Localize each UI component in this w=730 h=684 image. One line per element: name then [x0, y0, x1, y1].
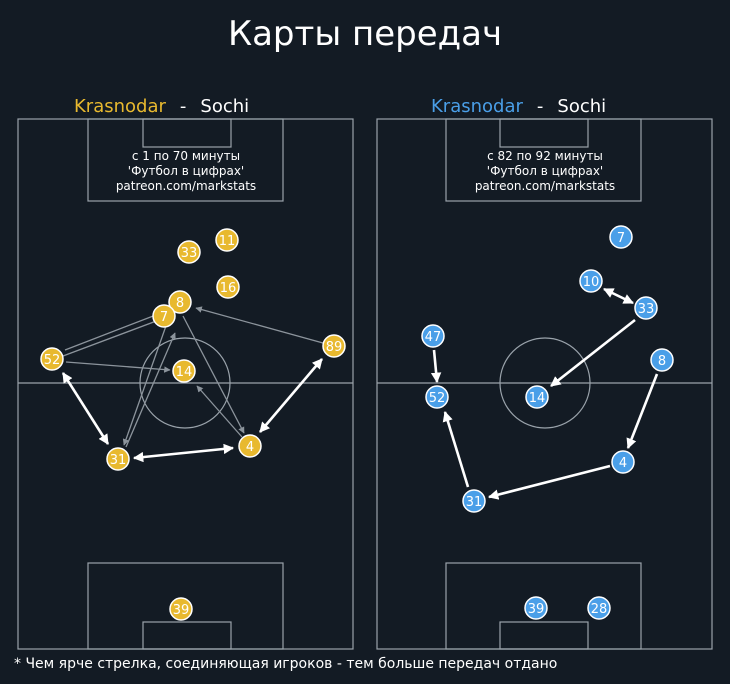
goal-box-bottom	[142, 621, 232, 650]
info-line: с 82 по 92 минуты	[487, 149, 603, 163]
player-number: 39	[173, 603, 190, 618]
info-line: patreon.com/markstats	[116, 179, 256, 193]
player-number: 28	[591, 602, 608, 617]
pass-arrow	[430, 349, 442, 384]
page-title: Карты передач	[227, 14, 503, 54]
info-right: с 82 по 92 минуты 'Футбол в цифрах' patr…	[475, 149, 615, 193]
player-node: 10	[579, 269, 603, 293]
pass-arrow	[182, 315, 245, 434]
player-node: 8	[650, 348, 674, 372]
player-number: 4	[619, 456, 627, 471]
player-node: 28	[587, 596, 611, 620]
player-node: 39	[169, 597, 193, 621]
player-number: 31	[466, 495, 483, 510]
player-number: 52	[429, 391, 446, 406]
player-node: 7	[152, 304, 176, 328]
team-separator: -	[536, 96, 544, 117]
match-header-right: Krasnodar - Sochi	[431, 96, 606, 117]
player-node: 4	[611, 450, 635, 474]
center-circle	[499, 337, 591, 429]
strong-passes-left	[61, 358, 323, 463]
player-node: 31	[106, 447, 130, 471]
goal-box-bottom	[499, 621, 589, 650]
center-circle	[139, 337, 231, 429]
info-line: 'Футбол в цифрах'	[128, 164, 244, 178]
player-number: 10	[583, 275, 600, 290]
player-number: 4	[246, 440, 254, 455]
goal-box-top	[142, 118, 232, 148]
info-line: patreon.com/markstats	[475, 179, 615, 193]
player-node: 4	[238, 434, 262, 458]
player-number: 89	[326, 340, 343, 355]
pass-arrow	[132, 443, 235, 463]
player-number: 7	[617, 231, 625, 246]
info-line: 'Футбол в цифрах'	[487, 164, 603, 178]
pass-arrow	[195, 306, 324, 344]
pitch-outline	[17, 118, 354, 650]
pass-arrow	[626, 373, 659, 449]
player-number: 47	[425, 330, 442, 345]
pass-arrow	[259, 358, 323, 433]
info-line: с 1 по 70 минуты	[132, 149, 240, 163]
pitch-right	[376, 118, 713, 650]
player-number: 8	[658, 354, 666, 369]
pass-arrow	[65, 361, 171, 373]
home-team-name: Krasnodar	[74, 96, 166, 117]
players-right: 7 10 33 47 8 52 14 4 31 39 28	[421, 225, 674, 620]
player-number: 11	[219, 234, 236, 249]
pass-arrow	[442, 411, 470, 488]
player-node: 39	[524, 596, 548, 620]
player-number: 39	[528, 602, 545, 617]
player-node: 14	[172, 359, 196, 383]
player-node: 47	[421, 324, 445, 348]
player-node: 8	[168, 290, 192, 314]
player-node: 31	[462, 489, 486, 513]
pitch-left	[17, 118, 354, 650]
goal-box-top	[499, 118, 589, 148]
player-number: 33	[638, 302, 655, 317]
player-number: 14	[529, 391, 546, 406]
pass-arrow	[122, 305, 174, 446]
player-node: 16	[216, 275, 240, 299]
player-number: 7	[160, 310, 168, 325]
pass-arrow	[550, 318, 636, 388]
strong-passes-right	[430, 287, 659, 500]
player-node: 52	[40, 347, 64, 371]
away-team-name: Sochi	[200, 96, 250, 117]
info-left: с 1 по 70 минуты 'Футбол в цифрах' patre…	[116, 149, 256, 193]
player-node: 33	[634, 296, 658, 320]
home-team-name: Krasnodar	[431, 96, 523, 117]
player-number: 33	[181, 246, 198, 261]
pass-arrow	[603, 287, 634, 305]
player-node: 7	[609, 225, 633, 249]
pass-arrow	[487, 464, 611, 500]
player-number: 8	[176, 296, 184, 311]
player-node: 14	[525, 385, 549, 409]
pitch-outline	[376, 118, 713, 650]
player-number: 16	[220, 281, 237, 296]
player-number: 31	[110, 453, 127, 468]
player-node: 33	[177, 240, 201, 264]
player-number: 14	[176, 365, 193, 380]
match-header-left: Krasnodar - Sochi	[74, 96, 249, 117]
pass-arrow	[196, 385, 243, 438]
pass-arrow	[125, 332, 176, 448]
pass-arrow	[61, 372, 110, 445]
away-team-name: Sochi	[557, 96, 607, 117]
player-node: 11	[215, 228, 239, 252]
pass-arrow	[62, 316, 168, 357]
footnote: * Чем ярче стрелка, соединяющая игроков …	[14, 656, 558, 672]
player-number: 52	[44, 353, 61, 368]
player-node: 89	[322, 334, 346, 358]
player-node: 52	[425, 385, 449, 409]
players-left: 11 33 16 8 7 89 52 14 4 31 39	[40, 228, 346, 621]
weak-passes-left	[62, 305, 324, 448]
team-separator: -	[179, 96, 187, 117]
